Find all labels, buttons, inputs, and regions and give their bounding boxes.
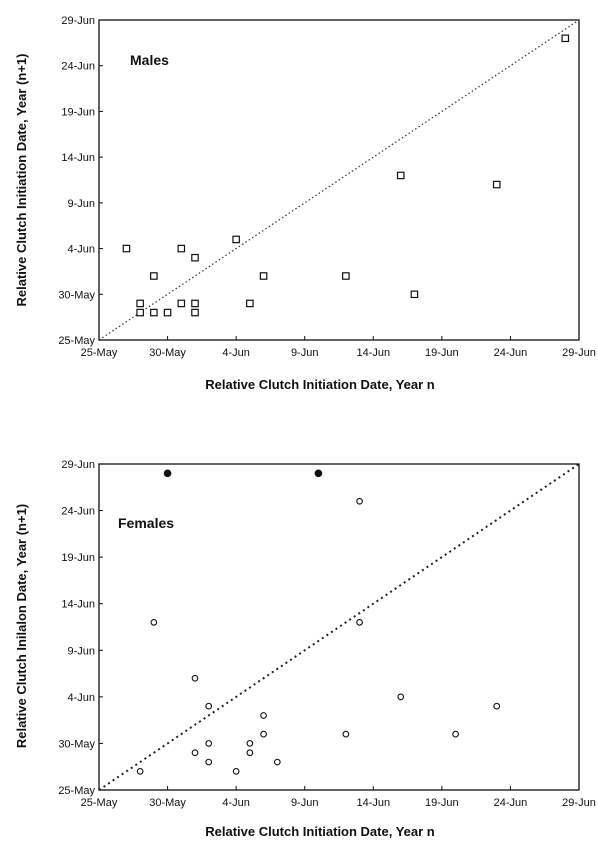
data-point-square [163, 308, 172, 317]
data-point-open-circle [205, 740, 213, 747]
data-point-square [150, 308, 158, 317]
data-point-square [191, 308, 199, 317]
data-point-open-circle [246, 749, 254, 757]
x-tick-label: 30-May [149, 347, 186, 359]
y-tick-label: 19-Jun [61, 552, 95, 564]
data-point-square [122, 244, 131, 253]
females-points [136, 469, 501, 775]
males-plot-frame [98, 19, 580, 341]
males-chart: 25-May 30-May 4-Jun 9-Jun 14-Jun 19-Jun 24-Jun… [14, 15, 596, 392]
data-point-square [136, 299, 144, 308]
y-tick-label: 30-May [58, 289, 95, 301]
males-panel-label: Males [130, 52, 169, 68]
y-tick-label: 30-May [58, 738, 95, 750]
x-tick-label: 19-Jun [425, 797, 459, 809]
data-point-square [232, 235, 240, 244]
x-tick-label: 25-May [81, 347, 118, 359]
males-x-ticks: 25-May 30-May 4-Jun 9-Jun 14-Jun 19-Jun 24-Jun… [81, 336, 596, 359]
data-point-open-circle [232, 768, 240, 775]
x-tick-label: 25-May [81, 797, 118, 809]
data-point-square [150, 272, 158, 280]
data-point-square [396, 171, 405, 180]
data-point-filled-circle [314, 469, 323, 478]
y-tick-label: 19-Jun [61, 106, 95, 118]
x-tick-label: 9-Jun [291, 797, 319, 809]
females-x-axis-title: Relative Clutch Initiation Date, Year n [205, 824, 435, 839]
males-x-axis-title: Relative Clutch Initiation Date, Year n [205, 377, 435, 392]
data-point-filled-circle [163, 469, 172, 478]
data-point-square [342, 272, 350, 280]
males-y-ticks: 25-May 30-May 4-Jun 9-Jun 14-Jun 19-Jun 24-Jun… [58, 15, 103, 347]
females-plot-frame [98, 463, 580, 791]
data-point-open-circle [136, 768, 144, 775]
data-point-open-circle [260, 730, 267, 738]
y-tick-label: 24-Jun [61, 61, 95, 73]
x-tick-label: 14-Jun [356, 797, 390, 809]
x-tick-label: 4-Jun [222, 347, 250, 359]
data-point-open-circle [356, 618, 363, 626]
y-tick-label: 4-Jun [67, 692, 95, 704]
data-point-open-circle [150, 618, 158, 626]
x-tick-label: 14-Jun [356, 347, 390, 359]
data-point-open-circle [260, 712, 267, 719]
data-point-open-circle [273, 758, 281, 766]
females-panel-label: Females [118, 515, 174, 531]
data-point-open-circle [493, 702, 501, 710]
males-y-axis-title: Relative Clutch Initiation Date, Year (n… [14, 54, 29, 307]
x-tick-label: 29-Jun [562, 797, 596, 809]
x-tick-label: 19-Jun [425, 347, 459, 359]
data-point-square [410, 290, 419, 299]
data-point-square [246, 299, 254, 308]
data-point-square [561, 34, 570, 43]
data-point-square [177, 244, 186, 253]
males-diagonal-line [98, 19, 580, 341]
y-tick-label: 9-Jun [67, 198, 95, 210]
y-tick-label: 25-May [58, 785, 95, 797]
females-chart: 25-May 30-May 4-Jun 9-Jun 14-Jun 19-Jun 24-Jun… [14, 459, 596, 839]
data-point-open-circle [191, 749, 199, 757]
x-tick-label: 29-Jun [562, 347, 596, 359]
data-point-square [136, 308, 144, 317]
y-tick-label: 29-Jun [61, 459, 95, 471]
x-tick-label: 4-Jun [222, 797, 250, 809]
females-y-ticks: 25-May 30-May 4-Jun 9-Jun 14-Jun 19-Jun 24-Jun… [58, 459, 103, 797]
data-point-open-circle [205, 702, 213, 710]
data-point-square [492, 180, 501, 189]
data-point-square [191, 299, 199, 308]
y-tick-label: 24-Jun [61, 506, 95, 518]
y-tick-label: 14-Jun [61, 152, 95, 164]
data-point-square [191, 253, 199, 262]
x-tick-label: 9-Jun [291, 347, 319, 359]
data-point-open-circle [452, 730, 459, 738]
data-point-open-circle [397, 693, 405, 701]
data-point-open-circle [191, 674, 199, 682]
females-x-ticks: 25-May 30-May 4-Jun 9-Jun 14-Jun 19-Jun 24-Jun… [81, 786, 596, 809]
males-points [122, 34, 570, 317]
y-tick-label: 25-May [58, 335, 95, 347]
y-tick-label: 29-Jun [61, 15, 95, 27]
females-diagonal-line [98, 463, 580, 791]
data-point-open-circle [205, 758, 213, 766]
x-tick-label: 24-Jun [494, 347, 528, 359]
x-tick-label: 30-May [149, 797, 186, 809]
data-point-square [259, 272, 268, 280]
data-point-open-circle [356, 497, 363, 505]
females-y-axis-title: Relative Clutch Inilalon Date, Year (n+1… [14, 504, 29, 748]
data-point-open-circle [246, 740, 254, 747]
data-point-square [177, 299, 186, 308]
y-tick-label: 4-Jun [67, 244, 95, 256]
x-tick-label: 24-Jun [494, 797, 528, 809]
y-tick-label: 14-Jun [61, 599, 95, 611]
data-point-open-circle [342, 730, 350, 738]
y-tick-label: 9-Jun [67, 645, 95, 657]
